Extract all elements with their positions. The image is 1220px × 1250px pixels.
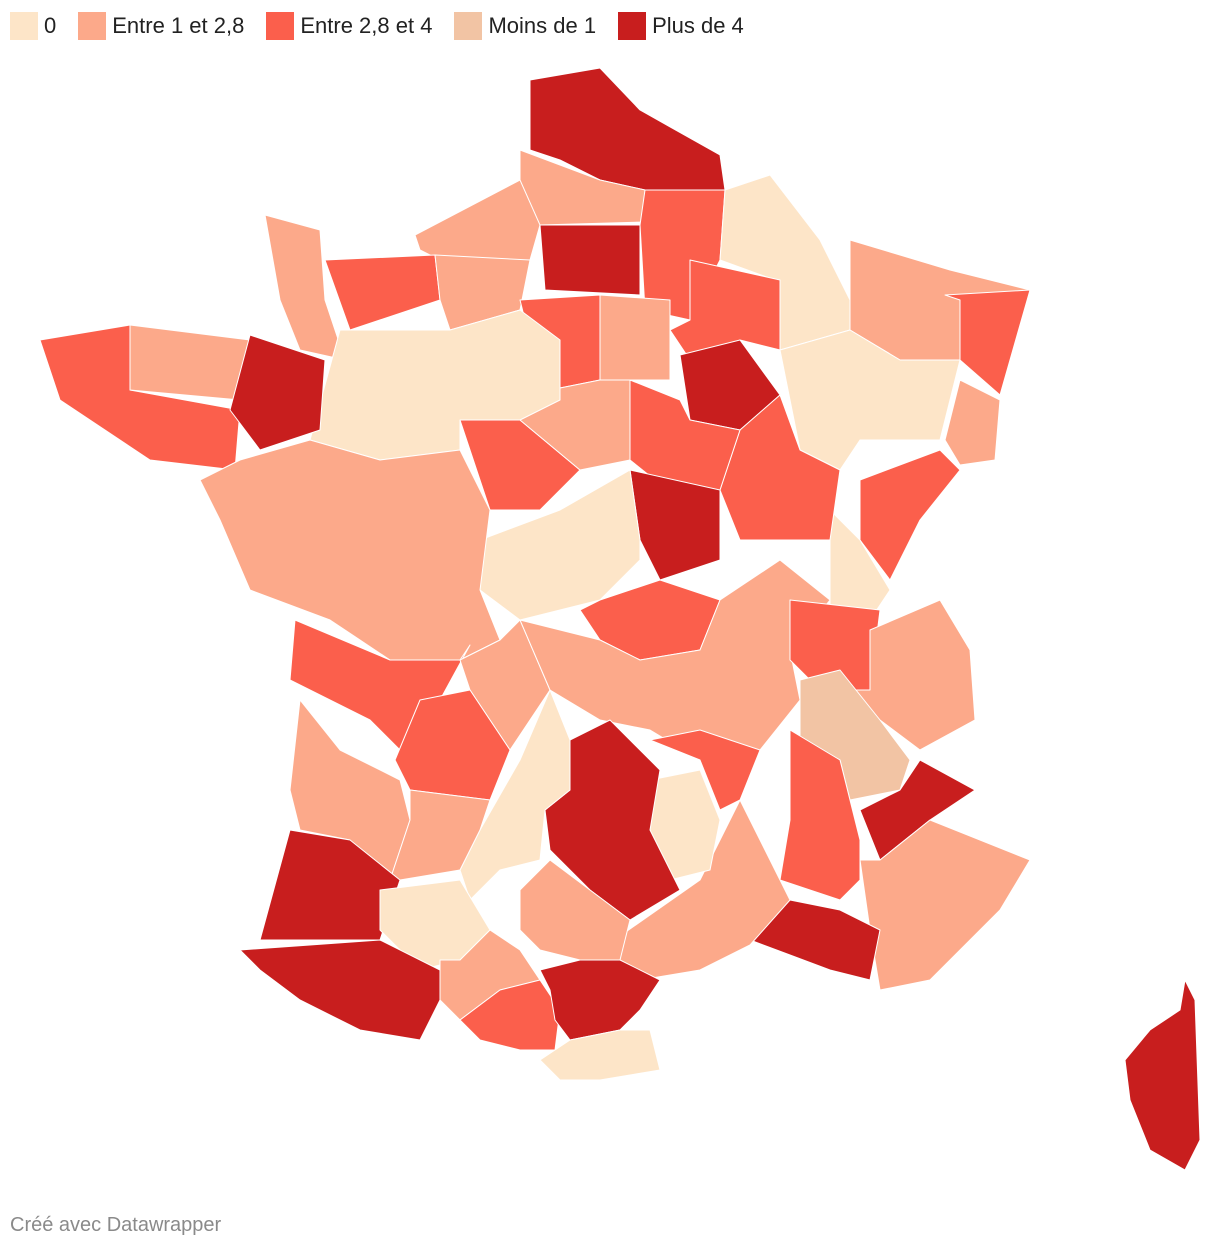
department xyxy=(629,379,741,501)
legend-swatch xyxy=(454,12,483,40)
department xyxy=(324,254,441,331)
department xyxy=(239,939,441,1041)
department xyxy=(389,789,491,881)
legend-label: 0 xyxy=(44,13,57,38)
department xyxy=(859,449,961,581)
legend-swatch xyxy=(266,12,295,40)
department xyxy=(629,469,721,581)
legend-item: 0 xyxy=(10,12,56,40)
legend-label: Moins de 1 xyxy=(488,13,597,38)
department xyxy=(599,294,671,381)
department xyxy=(749,899,881,981)
legend-label: Entre 2,8 et 4 xyxy=(300,13,433,38)
department xyxy=(199,439,501,661)
legend-swatch xyxy=(10,12,38,40)
legend: 0 Entre 1 et 2,8 Entre 2,8 et 4 Moins de… xyxy=(10,12,766,40)
map xyxy=(39,67,1201,1171)
legend-label: Plus de 4 xyxy=(652,13,744,38)
footer: Créé avec Datawrapper xyxy=(10,1214,222,1236)
legend-item: Plus de 4 xyxy=(618,12,744,40)
department xyxy=(129,324,251,401)
department xyxy=(849,599,976,751)
department xyxy=(229,334,326,451)
department xyxy=(944,289,1031,396)
department xyxy=(719,394,841,541)
department xyxy=(539,224,641,296)
department xyxy=(859,819,1031,991)
legend-item: Moins de 1 xyxy=(454,12,596,40)
department xyxy=(459,689,571,901)
legend-item: Entre 1 et 2,8 xyxy=(78,12,244,40)
department xyxy=(479,469,641,621)
department xyxy=(539,959,661,1041)
department xyxy=(1124,979,1201,1171)
department xyxy=(539,1029,661,1081)
legend-swatch xyxy=(618,12,647,40)
legend-swatch xyxy=(78,12,107,40)
legend-label: Entre 1 et 2,8 xyxy=(112,13,245,38)
department xyxy=(264,214,346,361)
department xyxy=(649,729,761,811)
department xyxy=(944,379,1001,466)
department xyxy=(829,509,891,621)
department xyxy=(459,979,561,1051)
department xyxy=(779,729,861,901)
legend-item: Entre 2,8 et 4 xyxy=(266,12,432,40)
department xyxy=(779,329,961,471)
